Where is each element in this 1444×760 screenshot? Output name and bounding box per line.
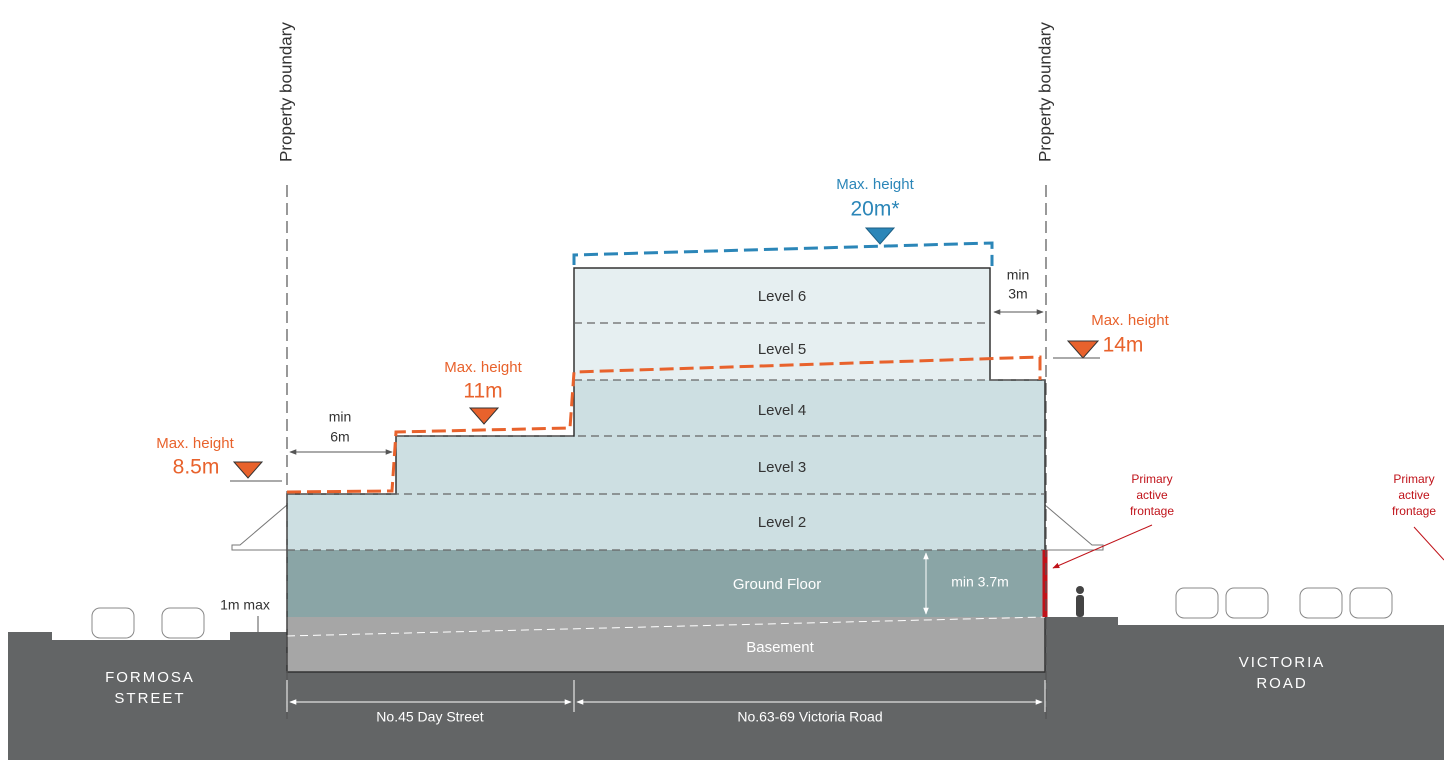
street-label: STREET — [114, 690, 185, 707]
level-label: Level 6 — [758, 288, 806, 305]
height-marker — [468, 407, 500, 425]
level-label: Level 5 — [758, 341, 806, 358]
height-value: 14m — [1103, 334, 1144, 357]
level — [287, 494, 1045, 550]
frontage-arrow — [1052, 524, 1153, 569]
ground-line — [286, 616, 1046, 637]
level — [396, 436, 1045, 494]
height-value: 11m — [463, 380, 502, 403]
street-label: ROAD — [1256, 675, 1307, 692]
frontage-label: Primary — [1131, 472, 1172, 486]
frontage-label: Primary — [1393, 472, 1434, 486]
height-label: Max. height — [836, 176, 914, 193]
height-marker — [1066, 340, 1100, 359]
height-label: Max. height — [1091, 312, 1169, 329]
person — [1076, 586, 1084, 617]
level-label: Level 2 — [758, 514, 806, 531]
height-marker — [232, 461, 264, 479]
boundary-label: Property boundary — [276, 22, 295, 162]
level — [574, 268, 990, 380]
height-value: 20m* — [850, 198, 899, 221]
floor-lines — [287, 322, 1045, 551]
height-label: Max. height — [156, 435, 234, 452]
setback-value: 3m — [1008, 286, 1027, 302]
level-label: Basement — [746, 639, 814, 656]
setback-label: min — [329, 409, 352, 425]
site-dimensions — [286, 680, 1046, 712]
ground-floor — [287, 550, 1045, 617]
basement — [287, 617, 1045, 672]
height-envelope — [286, 355, 1042, 494]
setback-label: min — [1007, 267, 1030, 283]
level-label: Ground Floor — [733, 576, 821, 593]
height-value: 8.5m — [173, 456, 220, 479]
frontage-label: frontage — [1392, 504, 1436, 518]
site-label: No.63-69 Victoria Road — [737, 709, 882, 725]
awning — [1044, 503, 1104, 551]
street-label: FORMOSA — [105, 669, 195, 686]
frontage-label: active — [1136, 488, 1168, 502]
cars — [91, 587, 1393, 639]
frontage-arrow — [1413, 526, 1444, 561]
frontage-label: active — [1398, 488, 1430, 502]
setback-value: 6m — [330, 429, 349, 445]
boundary-label: Property boundary — [1035, 22, 1054, 162]
level-label: Level 3 — [758, 459, 806, 476]
dimension-label: min 3.7m — [951, 574, 1009, 590]
site-label: No.45 Day Street — [376, 709, 483, 725]
height-envelope — [572, 241, 994, 266]
level — [574, 380, 1045, 436]
awning — [231, 503, 288, 551]
building-outline — [286, 267, 1046, 673]
frontage-label: frontage — [1130, 504, 1174, 518]
level-label: Level 4 — [758, 402, 806, 419]
height-label: Max. height — [444, 359, 522, 376]
dimension-label: 1m max — [220, 597, 270, 613]
street-label: VICTORIA — [1239, 654, 1326, 671]
height-marker — [864, 227, 896, 245]
